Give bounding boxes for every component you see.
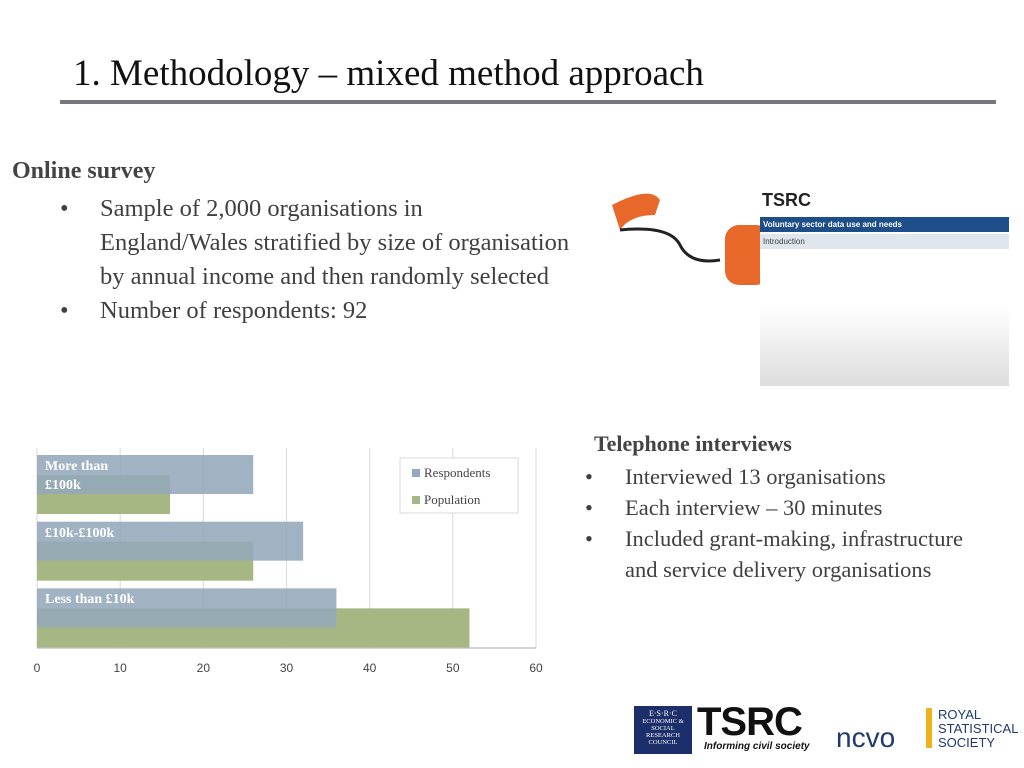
legend-swatch [412,469,420,477]
esrc-mark: E·S·R·C [649,709,677,718]
category-label: £10k-£100k [45,525,115,541]
slide-title: 1. Methodology – mixed method approach [73,53,704,94]
tsrc-logo: TSRC [697,700,803,744]
bullet-list: Interviewed 13 organisations Each interv… [585,461,995,585]
category-label: Less than £10k [45,592,135,608]
x-tick-label: 60 [529,661,543,675]
esrc-logo: E·S·R·C ECONOMIC & SOCIAL RESEARCH COUNC… [634,706,692,754]
x-tick-label: 50 [446,661,460,675]
category-label: More than £100k [45,459,109,493]
chart: 0 10 20 30 40 50 60 Respondents Population [34,448,543,675]
rss-bar [926,708,932,748]
x-tick-label: 40 [363,661,377,675]
survey-section: Introduction [760,234,1009,249]
legend-label: Respondents [424,465,490,480]
esrc-name: ECONOMIC & SOCIAL RESEARCH COUNCIL [642,718,684,746]
x-tick-label: 20 [197,661,211,675]
bullet: Sample of 2,000 organisations in England… [60,192,570,294]
tsrc-tagline: Informing civil society [704,741,810,752]
bullet: Included grant-making, infrastructure an… [585,523,995,585]
legend-swatch [412,496,420,504]
bar [37,455,254,494]
phone-illustration [612,193,770,285]
x-tick-label: 10 [113,661,127,675]
bullet: Interviewed 13 organisations [585,461,995,492]
rss-logo: ROYAL STATISTICAL SOCIETY [938,707,1018,750]
title-rule [60,100,996,104]
section-heading: Telephone interviews [594,431,792,456]
section-heading: Online survey [12,158,156,184]
bullet-list: Sample of 2,000 organisations in England… [60,192,570,328]
x-tick-label: 0 [34,661,41,675]
survey-screenshot: TSRC Voluntary sector data use and needs… [760,186,1009,386]
bullet: Each interview – 30 minutes [585,492,995,523]
x-tick-label: 30 [280,661,294,675]
bar [37,521,304,561]
survey-logo: TSRC [762,190,811,210]
bullet: Number of respondents: 92 [60,294,570,328]
legend-label: Population [424,492,481,507]
bar [37,588,337,628]
survey-title: Voluntary sector data use and needs [760,217,1009,232]
ncvo-logo: ncvo [836,722,896,753]
